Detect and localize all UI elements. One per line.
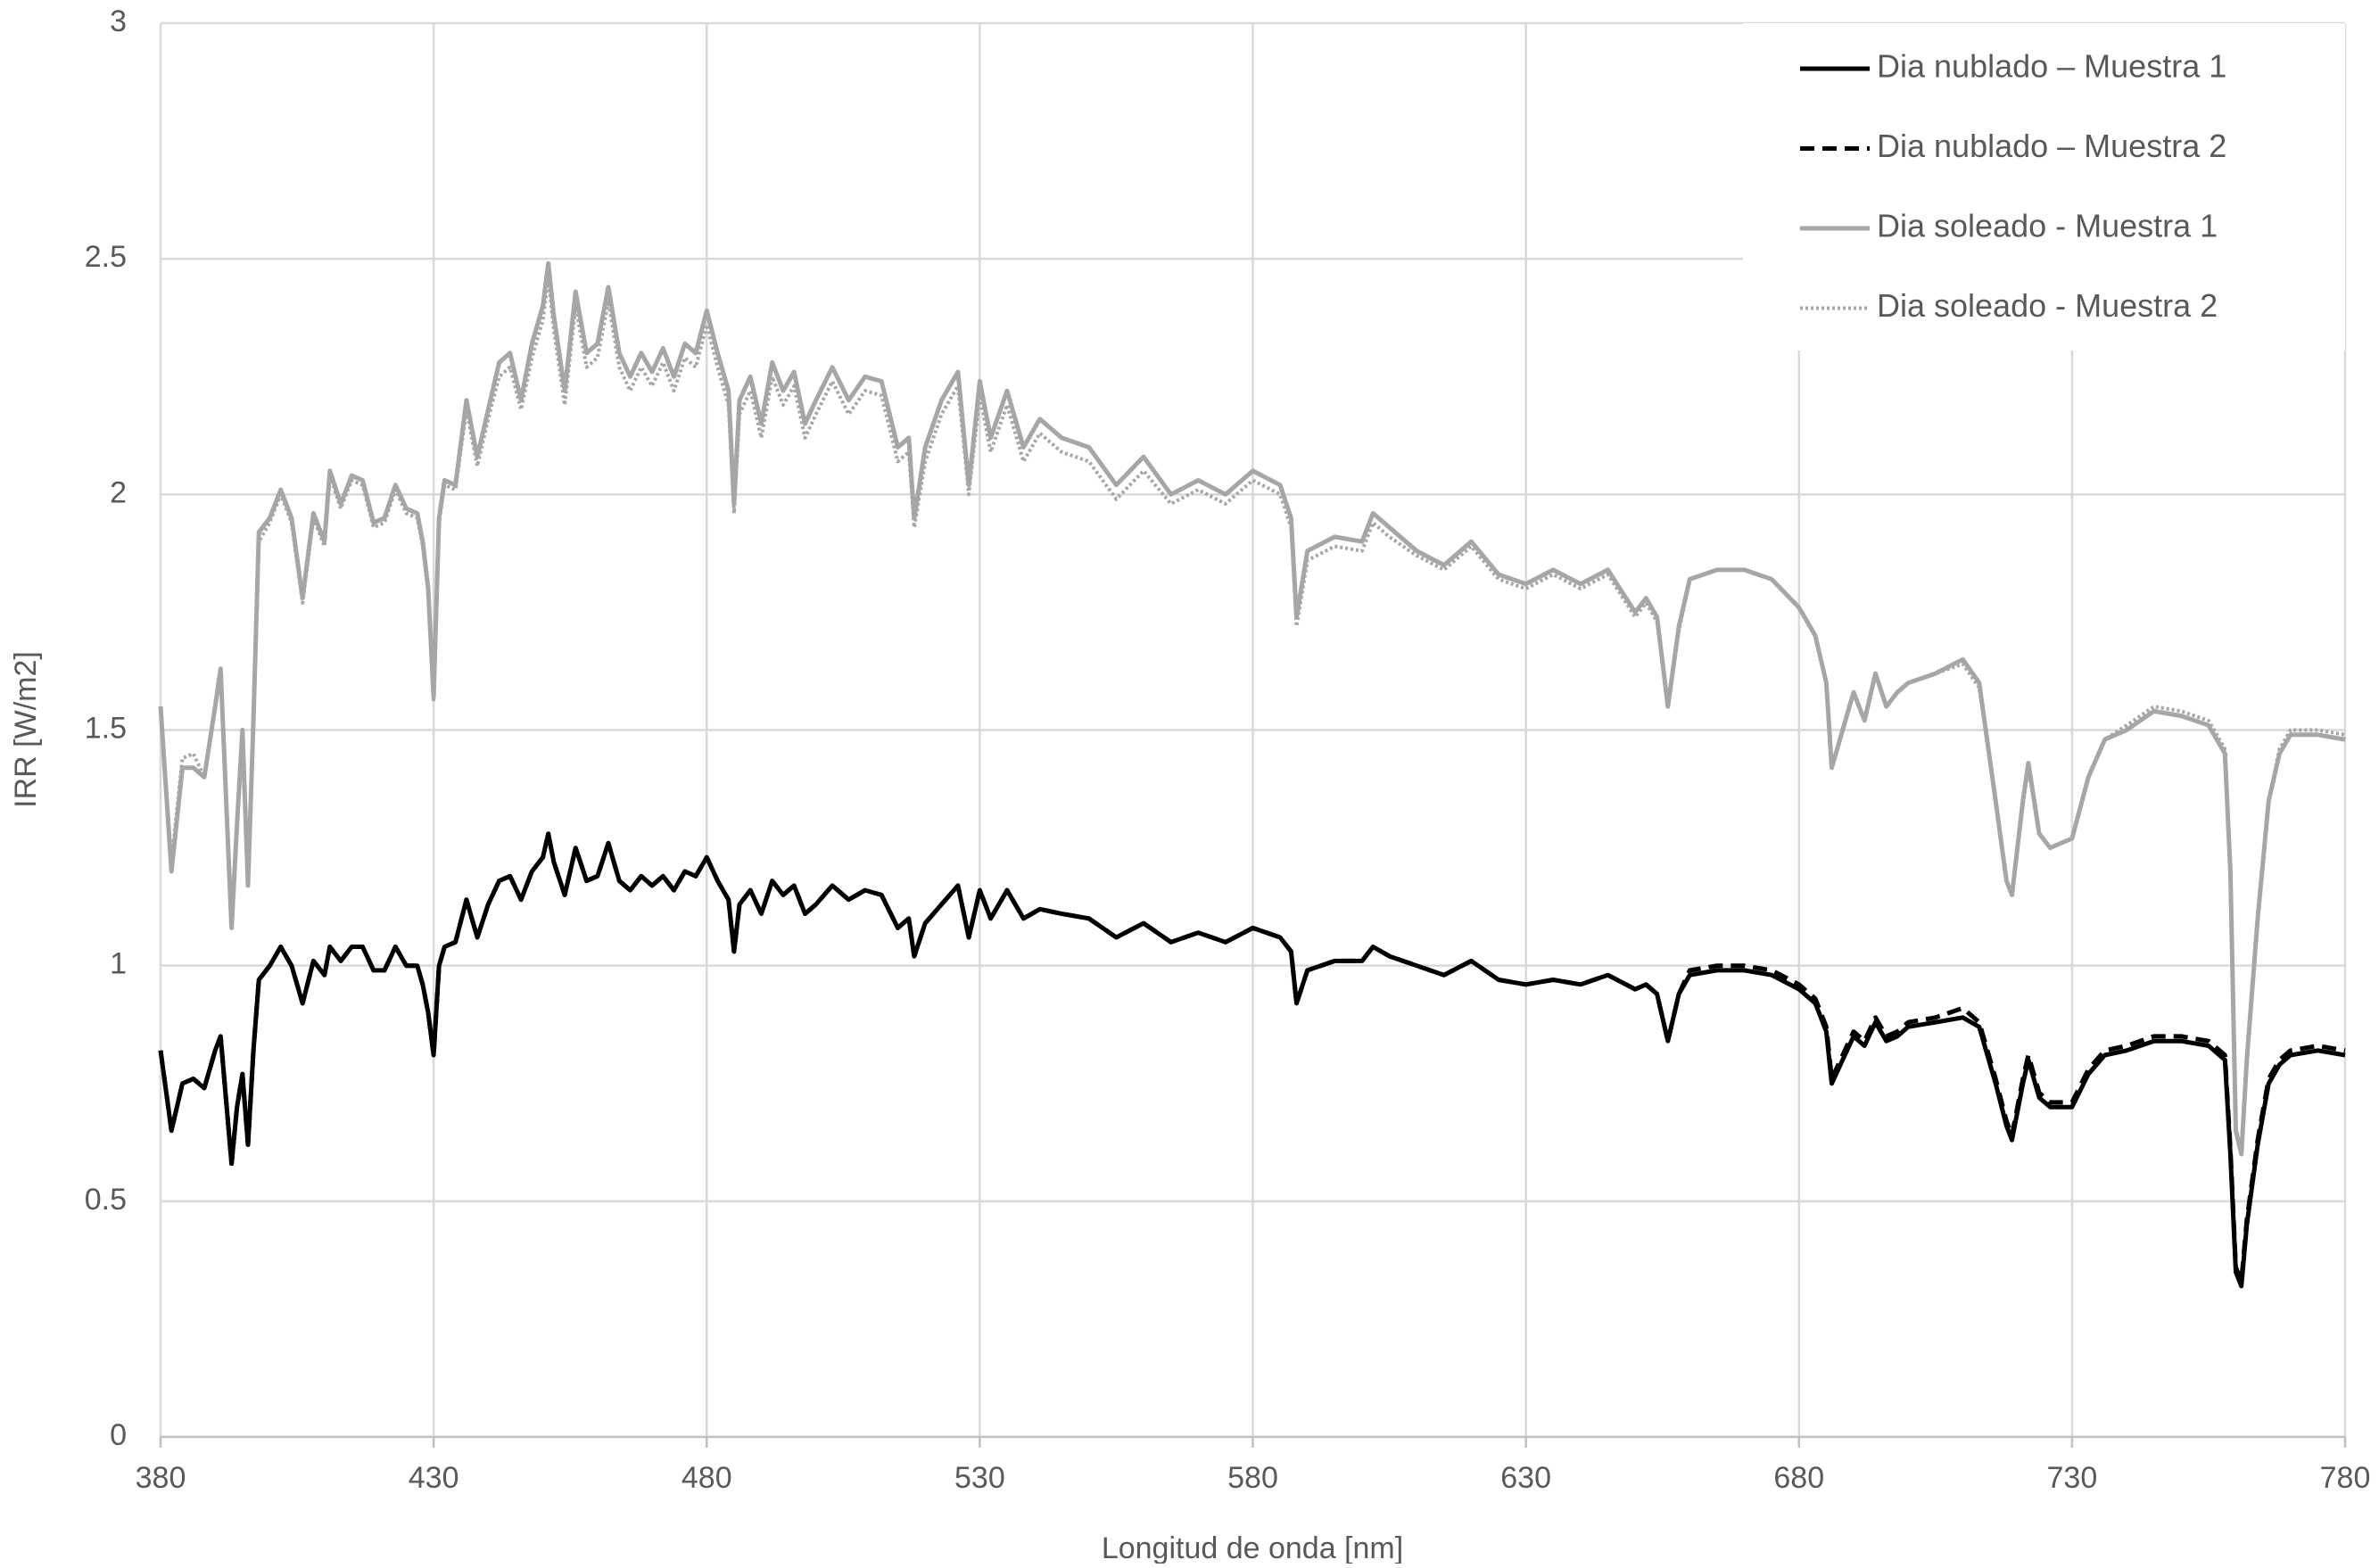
x-tick-label: 580: [1227, 1461, 1278, 1495]
legend-box: [1743, 23, 2345, 351]
series-line: [159, 276, 2346, 1156]
x-tick-label: 730: [2047, 1461, 2098, 1495]
x-tick-label: 380: [136, 1461, 186, 1495]
legend-label: Dia nublado – Muestra 1: [1877, 48, 2226, 85]
y-tick-label: 0: [110, 1418, 127, 1452]
x-tick-label: 630: [1500, 1461, 1551, 1495]
series-line: [158, 831, 2346, 1289]
legend-label: Dia soleado - Muestra 1: [1877, 208, 2218, 244]
x-axis-title: Longitud de onda [nm]: [1102, 1531, 1403, 1564]
y-tick-label: 1.5: [85, 711, 127, 745]
x-tick-label: 480: [681, 1461, 732, 1495]
legend: Dia nublado – Muestra 1 Dia nublado – Mue…: [1743, 23, 2345, 351]
y-tick-label: 2.5: [85, 240, 127, 274]
x-tick-label: 530: [954, 1461, 1005, 1495]
y-tick-label: 0.5: [85, 1183, 127, 1217]
y-tick-label: 3: [110, 4, 127, 38]
x-tick-label: 430: [409, 1461, 459, 1495]
y-tick-label: 1: [110, 947, 127, 981]
x-tick-label: 680: [1773, 1461, 1824, 1495]
legend-label: Dia nublado – Muestra 2: [1877, 128, 2226, 164]
y-axis-title: IRR [W/m2]: [9, 651, 43, 808]
series-line: [158, 260, 2346, 1157]
legend-label: Dia soleado - Muestra 2: [1877, 287, 2218, 324]
x-tick-label: 780: [2320, 1461, 2371, 1495]
y-tick-label: 2: [110, 475, 127, 509]
